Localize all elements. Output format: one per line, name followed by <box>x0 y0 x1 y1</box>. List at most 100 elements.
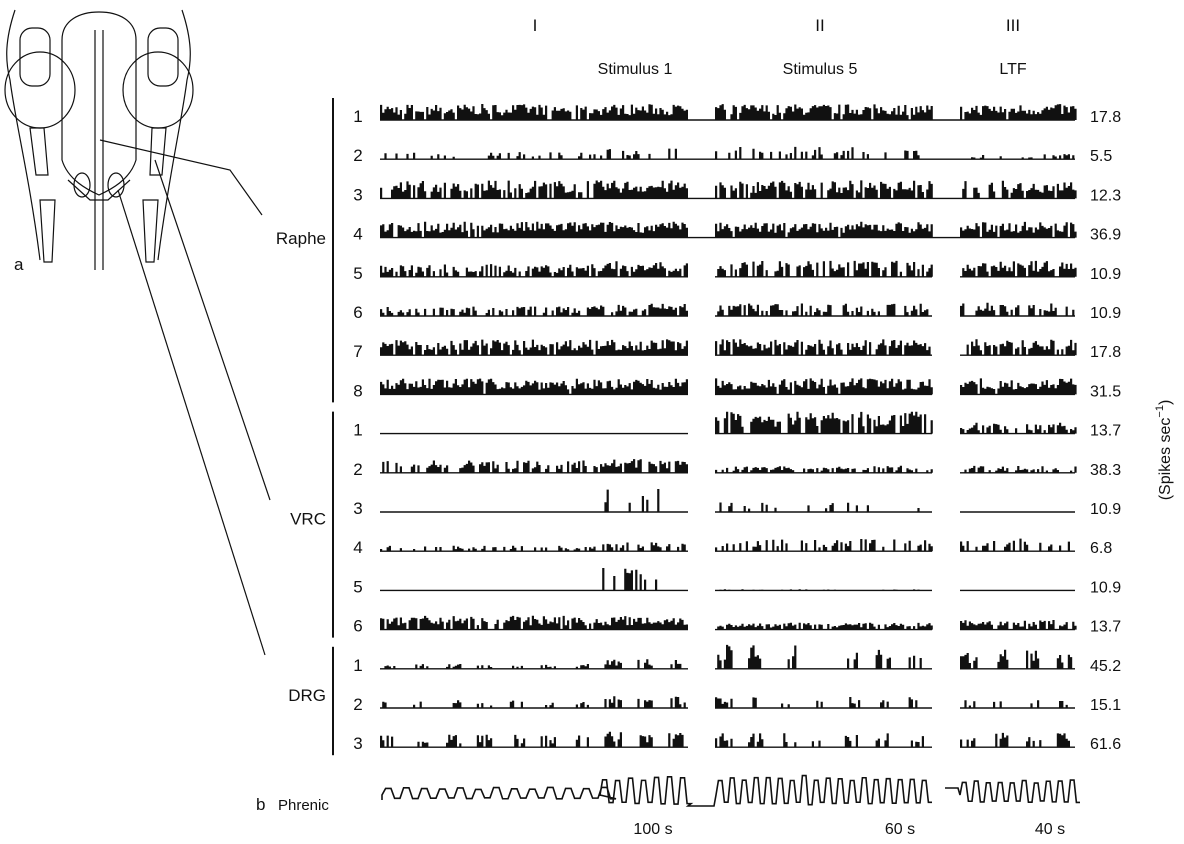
row-number: 4 <box>353 538 362 557</box>
spike-histogram <box>962 260 1077 277</box>
duration-label: 60 s <box>885 821 915 838</box>
scale-value: 38.3 <box>1090 462 1121 479</box>
group-label: VRC <box>290 510 326 529</box>
spike-histogram <box>604 489 660 512</box>
scale-value: 17.8 <box>1090 344 1121 361</box>
row-number: 6 <box>353 617 362 636</box>
spike-histogram <box>715 411 933 434</box>
spike-histogram <box>719 502 920 512</box>
spike-histogram <box>960 104 1077 120</box>
scale-value: 10.9 <box>1090 579 1121 596</box>
duration-label: 100 s <box>633 821 672 838</box>
unit-exponent: −1 <box>1154 405 1166 418</box>
row-number: 1 <box>353 107 362 126</box>
pointer-lines <box>99 139 271 656</box>
spike-histogram <box>971 154 1075 160</box>
row-number: 3 <box>353 499 362 518</box>
duration-label: 40 s <box>1035 821 1065 838</box>
spike-histogram <box>717 260 933 277</box>
spike-histogram <box>380 221 688 238</box>
scale-value: 45.2 <box>1090 658 1121 675</box>
spike-histogram <box>960 620 1077 630</box>
spike-histogram <box>960 538 1070 552</box>
spike-histogram <box>384 659 682 669</box>
spike-histogram <box>380 303 688 316</box>
panel-label: a <box>14 255 24 274</box>
scale-value: 31.5 <box>1090 383 1121 400</box>
row-number: 1 <box>353 656 362 675</box>
scale-value: 13.7 <box>1090 423 1121 440</box>
scale-value: 10.9 <box>1090 501 1121 518</box>
scale-value: 12.3 <box>1090 187 1121 204</box>
phrenic-label: Phrenic <box>278 797 329 814</box>
spike-histogram <box>602 568 658 591</box>
row-number: 3 <box>353 734 362 753</box>
spike-histogram <box>715 104 933 120</box>
row-number: 2 <box>353 695 362 714</box>
unit-close: ) <box>1157 400 1174 405</box>
scale-value: 10.9 <box>1090 305 1121 322</box>
unit-text: (Spikes sec <box>1157 418 1174 501</box>
spike-histogram <box>960 221 1077 238</box>
row-number: 1 <box>353 421 362 440</box>
spike-histogram <box>962 180 1077 199</box>
stimulus-label: Stimulus 1 <box>598 61 673 78</box>
spike-histogram <box>715 539 933 552</box>
spike-histogram <box>715 465 933 473</box>
spike-histogram <box>715 733 924 748</box>
spike-histogram <box>964 700 1068 708</box>
spike-histogram <box>960 302 1075 316</box>
spike-histogram <box>380 339 688 356</box>
spike-histogram <box>960 732 1070 748</box>
spike-histogram <box>715 146 920 160</box>
unit-label: (Spikes sec−1) <box>1154 400 1174 501</box>
spike-histogram <box>960 649 1073 669</box>
spike-histogram <box>380 542 686 552</box>
scale-value: 36.9 <box>1090 227 1121 244</box>
stimulus-label: LTF <box>999 61 1026 78</box>
spike-histogram <box>717 622 933 630</box>
spike-histogram <box>960 378 1077 395</box>
spike-histogram <box>715 378 933 395</box>
scale-value: 61.6 <box>1090 736 1121 753</box>
group-label: DRG <box>288 686 326 705</box>
spike-histogram <box>380 180 688 199</box>
spike-histogram <box>966 339 1077 356</box>
spike-histogram <box>715 697 918 708</box>
panel-label: b <box>256 795 265 814</box>
row-number: 8 <box>353 381 362 400</box>
phrenic-trace <box>381 774 1080 807</box>
row-number: 2 <box>353 146 362 165</box>
spike-histogram <box>380 615 688 630</box>
scale-value: 17.8 <box>1090 109 1121 126</box>
row-number: 2 <box>353 460 362 479</box>
brainstem-diagram <box>4 9 194 270</box>
spike-histogram <box>960 422 1077 434</box>
row-number: 7 <box>353 342 362 361</box>
row-number: 5 <box>353 264 362 283</box>
row-number: 4 <box>353 225 362 244</box>
scale-value: 5.5 <box>1090 148 1112 165</box>
stimulus-label: Stimulus 5 <box>783 61 858 78</box>
scale-value: 15.1 <box>1090 697 1121 714</box>
scale-value: 13.7 <box>1090 619 1121 636</box>
spike-histogram <box>382 459 688 473</box>
row-number: 6 <box>353 303 362 322</box>
spike-histogram <box>715 339 931 356</box>
spike-histogram <box>717 303 929 316</box>
spike-histogram <box>380 378 688 395</box>
scale-value: 10.9 <box>1090 266 1121 283</box>
spike-histogram <box>964 465 1077 473</box>
column-heading: III <box>1006 16 1020 35</box>
spike-histogram <box>382 696 686 708</box>
spike-histogram <box>380 104 688 120</box>
spike-histogram <box>715 180 933 199</box>
spike-histogram <box>715 221 933 238</box>
spike-histogram <box>380 261 688 277</box>
row-number: 3 <box>353 185 362 204</box>
group-label: Raphe <box>276 229 326 248</box>
column-heading: I <box>533 16 538 35</box>
spike-histogram <box>717 644 922 669</box>
